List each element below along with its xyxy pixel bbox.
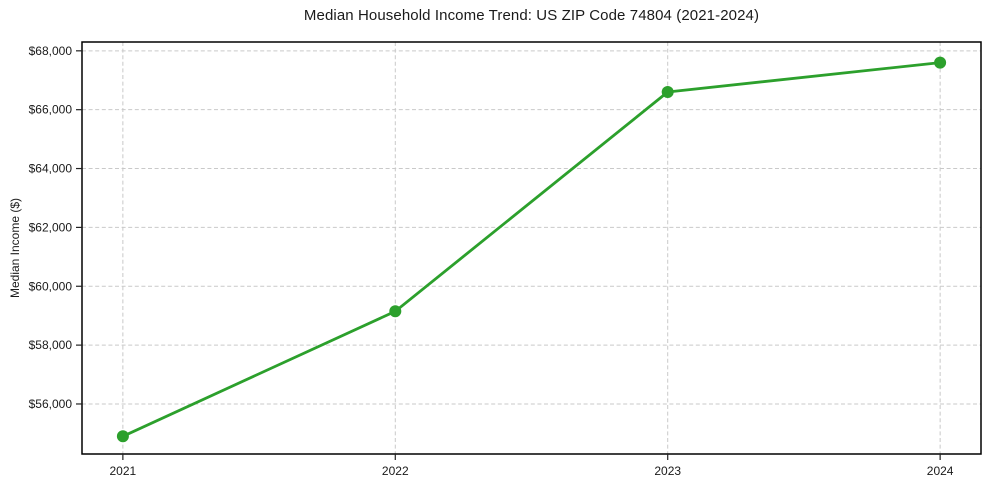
y-tick-label: $56,000 — [29, 397, 73, 411]
data-point-2024 — [934, 56, 947, 69]
y-tick-label: $66,000 — [29, 103, 73, 117]
x-tick-label: 2022 — [382, 464, 409, 478]
y-tick-label: $58,000 — [29, 338, 73, 352]
x-tick-label: 2021 — [110, 464, 137, 478]
chart-title: Median Household Income Trend: US ZIP Co… — [303, 7, 760, 24]
y-tick-label: $68,000 — [29, 44, 73, 58]
x-tick-label: 2024 — [927, 464, 954, 478]
trend-line — [121, 61, 942, 438]
data-point-2023 — [661, 86, 674, 98]
x-tick-label: 2023 — [654, 464, 681, 478]
y-tick-label: $62,000 — [29, 220, 73, 234]
data-point-2021 — [116, 430, 129, 443]
y-axis-label: Median Income ($) — [8, 197, 22, 299]
y-tick-label: $64,000 — [29, 162, 73, 176]
y-tick-label: $60,000 — [29, 279, 73, 293]
data-point-2022 — [389, 305, 402, 318]
plot-border — [81, 41, 982, 455]
